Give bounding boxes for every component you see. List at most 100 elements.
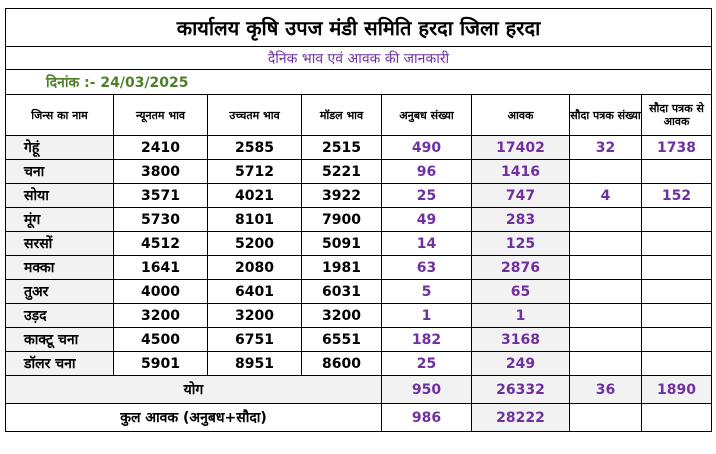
contract-count-cell: 14 — [381, 231, 472, 256]
deal-arrival-cell — [640, 231, 713, 256]
table-row: तुअर 4000 6401 6031 5 65 — [5, 279, 713, 304]
arrival-cell: 17402 — [471, 135, 570, 160]
table-row: काक्टू चना 4500 6751 6551 182 3168 — [5, 327, 713, 352]
deal-arrival-cell — [640, 303, 713, 328]
deal-count-cell — [569, 351, 642, 376]
max-price-cell: 3200 — [207, 303, 302, 328]
min-price-cell: 3571 — [113, 183, 208, 208]
deal-count-cell — [569, 159, 642, 184]
commodity-name-cell: मक्का — [5, 255, 114, 280]
header-arrival: आवक — [471, 94, 570, 136]
deal-count-cell: 32 — [569, 135, 642, 160]
deal-arrival-cell — [640, 255, 713, 280]
table-row: सरसों 4512 5200 5091 14 125 — [5, 231, 713, 256]
total-deals: 36 — [569, 375, 642, 404]
contract-count-cell: 490 — [381, 135, 472, 160]
contract-count-cell: 25 — [381, 183, 472, 208]
table-row: गेहूं 2410 2585 2515 490 17402 32 1738 — [5, 135, 713, 160]
modal-price-cell: 6551 — [301, 327, 382, 352]
deal-arrival-cell — [640, 207, 713, 232]
modal-price-cell: 3922 — [301, 183, 382, 208]
min-price-cell: 4000 — [113, 279, 208, 304]
table-row: मूंग 5730 8101 7900 49 283 — [5, 207, 713, 232]
min-price-cell: 1641 — [113, 255, 208, 280]
deal-count-cell — [569, 255, 642, 280]
commodity-name-cell: डॉलर चना — [5, 351, 114, 376]
grand-total-contracts: 986 — [381, 403, 472, 432]
min-price-cell: 5901 — [113, 351, 208, 376]
max-price-cell: 6401 — [207, 279, 302, 304]
commodity-name-cell: सोया — [5, 183, 114, 208]
header-min-price: न्यूनतम भाव — [113, 94, 208, 136]
deal-count-cell: 4 — [569, 183, 642, 208]
header-modal-price: मॉडल भाव — [301, 94, 382, 136]
contract-count-cell: 25 — [381, 351, 472, 376]
commodity-name-cell: तुअर — [5, 279, 114, 304]
contract-count-cell: 63 — [381, 255, 472, 280]
deal-count-cell — [569, 303, 642, 328]
grand-total-empty-2 — [640, 403, 713, 432]
deal-count-cell — [569, 327, 642, 352]
arrival-cell: 3168 — [471, 327, 570, 352]
grand-total-row: कुल आवक (अनुबध+सौदा) 986 28222 — [5, 403, 713, 432]
deal-count-cell — [569, 279, 642, 304]
deal-arrival-cell: 152 — [640, 183, 713, 208]
commodity-name-cell: चना — [5, 159, 114, 184]
deal-arrival-cell — [640, 327, 713, 352]
contract-count-cell: 1 — [381, 303, 472, 328]
grand-total-empty-1 — [569, 403, 642, 432]
report-date: दिनांक :- 24/03/2025 — [4, 69, 713, 95]
report-title: कार्यालय कृषि उपज मंडी समिति हरदा जिला ह… — [4, 8, 713, 47]
report-sheet: कार्यालय कृषि उपज मंडी समिति हरदा जिला ह… — [4, 8, 713, 432]
min-price-cell: 5730 — [113, 207, 208, 232]
modal-price-cell: 6031 — [301, 279, 382, 304]
header-commodity: जिन्स का नाम — [5, 94, 114, 136]
min-price-cell: 4500 — [113, 327, 208, 352]
max-price-cell: 2080 — [207, 255, 302, 280]
modal-price-cell: 2515 — [301, 135, 382, 160]
total-row: योग 950 26332 36 1890 — [5, 375, 713, 404]
deal-arrival-cell — [640, 279, 713, 304]
modal-price-cell: 8600 — [301, 351, 382, 376]
grand-total-arrival: 28222 — [471, 403, 570, 432]
min-price-cell: 3200 — [113, 303, 208, 328]
modal-price-cell: 7900 — [301, 207, 382, 232]
arrival-cell: 249 — [471, 351, 570, 376]
arrival-cell: 1 — [471, 303, 570, 328]
header-max-price: उच्चतम भाव — [207, 94, 302, 136]
arrival-cell: 283 — [471, 207, 570, 232]
grand-total-label: कुल आवक (अनुबध+सौदा) — [5, 403, 382, 432]
mandi-report-table: कार्यालय कृषि उपज मंडी समिति हरदा जिला ह… — [4, 8, 713, 432]
total-contracts: 950 — [381, 375, 472, 404]
deal-arrival-cell — [640, 159, 713, 184]
commodity-rows: गेहूं 2410 2585 2515 490 17402 32 1738 चना 3800 57… — [5, 135, 713, 376]
max-price-cell: 8951 — [207, 351, 302, 376]
total-label: योग — [5, 375, 382, 404]
modal-price-cell: 5221 — [301, 159, 382, 184]
header-contract-count: अनुबध संख्या — [381, 94, 472, 136]
arrival-cell: 65 — [471, 279, 570, 304]
modal-price-cell: 5091 — [301, 231, 382, 256]
contract-count-cell: 5 — [381, 279, 472, 304]
header-row: जिन्स का नाम न्यूनतम भाव उच्चतम भाव मॉडल… — [5, 94, 713, 136]
total-arrival: 26332 — [471, 375, 570, 404]
max-price-cell: 4021 — [207, 183, 302, 208]
min-price-cell: 2410 — [113, 135, 208, 160]
min-price-cell: 3800 — [113, 159, 208, 184]
table-row: डॉलर चना 5901 8951 8600 25 249 — [5, 351, 713, 376]
deal-count-cell — [569, 207, 642, 232]
table-row: सोया 3571 4021 3922 25 747 4 152 — [5, 183, 713, 208]
header-deal-count: सौदा पत्रक संख्या — [569, 94, 642, 136]
arrival-cell: 1416 — [471, 159, 570, 184]
max-price-cell: 2585 — [207, 135, 302, 160]
commodity-name-cell: गेहूं — [5, 135, 114, 160]
table-row: चना 3800 5712 5221 96 1416 — [5, 159, 713, 184]
total-deal-arrival: 1890 — [640, 375, 713, 404]
max-price-cell: 5200 — [207, 231, 302, 256]
min-price-cell: 4512 — [113, 231, 208, 256]
max-price-cell: 8101 — [207, 207, 302, 232]
deal-arrival-cell — [640, 351, 713, 376]
arrival-cell: 747 — [471, 183, 570, 208]
report-subtitle: दैनिक भाव एवं आवक की जानकारी — [4, 46, 713, 70]
arrival-cell: 125 — [471, 231, 570, 256]
